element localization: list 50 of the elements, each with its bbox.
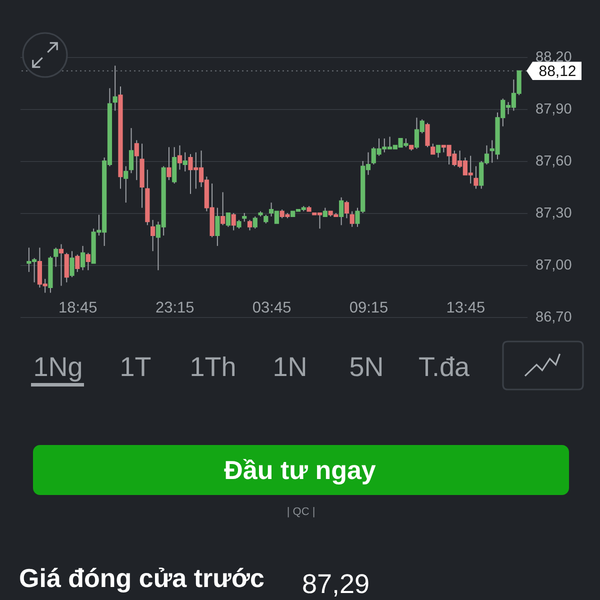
candlestick [58,244,64,286]
text: 1N [272,352,308,382]
candlestick [350,210,354,228]
candlestick [177,144,182,170]
x-tick-label: 13:45 [446,300,486,316]
candlestick [182,152,188,172]
candlestick [64,252,69,283]
ref-line-label: 88,12 [538,62,576,80]
candlestick [215,207,220,246]
candlestick [124,166,128,204]
x-tick-label: 09:15 [349,300,388,316]
candlestick [70,250,74,278]
x-tick-label: 23:15 [155,300,194,316]
candlestick [150,219,156,252]
y-tick-label: 88,20 [536,50,572,66]
candlestick [247,219,252,231]
text: Giá đóng cửa trước [19,563,264,593]
candlestick [128,128,134,174]
y-tick-label: 86,70 [536,310,572,326]
candlestick [75,254,80,272]
text: Đầu tư ngay [224,455,376,485]
candlestick [231,212,236,231]
x-tick-label: 18:45 [58,300,98,316]
candlestick [339,196,344,226]
candlestick [425,122,430,148]
text: T.đa [418,352,470,382]
candlestick [430,143,436,155]
candlestick [166,146,172,181]
text: 1Th [190,352,236,382]
y-tick-label: 87,00 [536,258,572,274]
candlestick [54,247,58,268]
candlestick [226,212,231,228]
y-tick-label: 87,30 [536,206,572,222]
candlestick [86,252,90,271]
text: 1Ng [33,352,83,382]
candlestick [220,192,226,226]
candlestick [112,65,118,112]
text: 1T [120,352,152,382]
text: 87,29 [302,569,370,599]
candlestick [474,166,478,190]
x-tick-label: 03:45 [252,300,292,316]
candlestick [134,140,139,181]
candlestick [80,245,86,271]
y-tick-label: 87,60 [536,154,572,170]
candlestick [252,216,258,230]
candlestick [344,200,350,219]
y-tick-label: 87,90 [536,102,572,118]
text: | QC | [286,506,316,518]
text: 5N [349,352,384,382]
candlestick [436,144,441,158]
